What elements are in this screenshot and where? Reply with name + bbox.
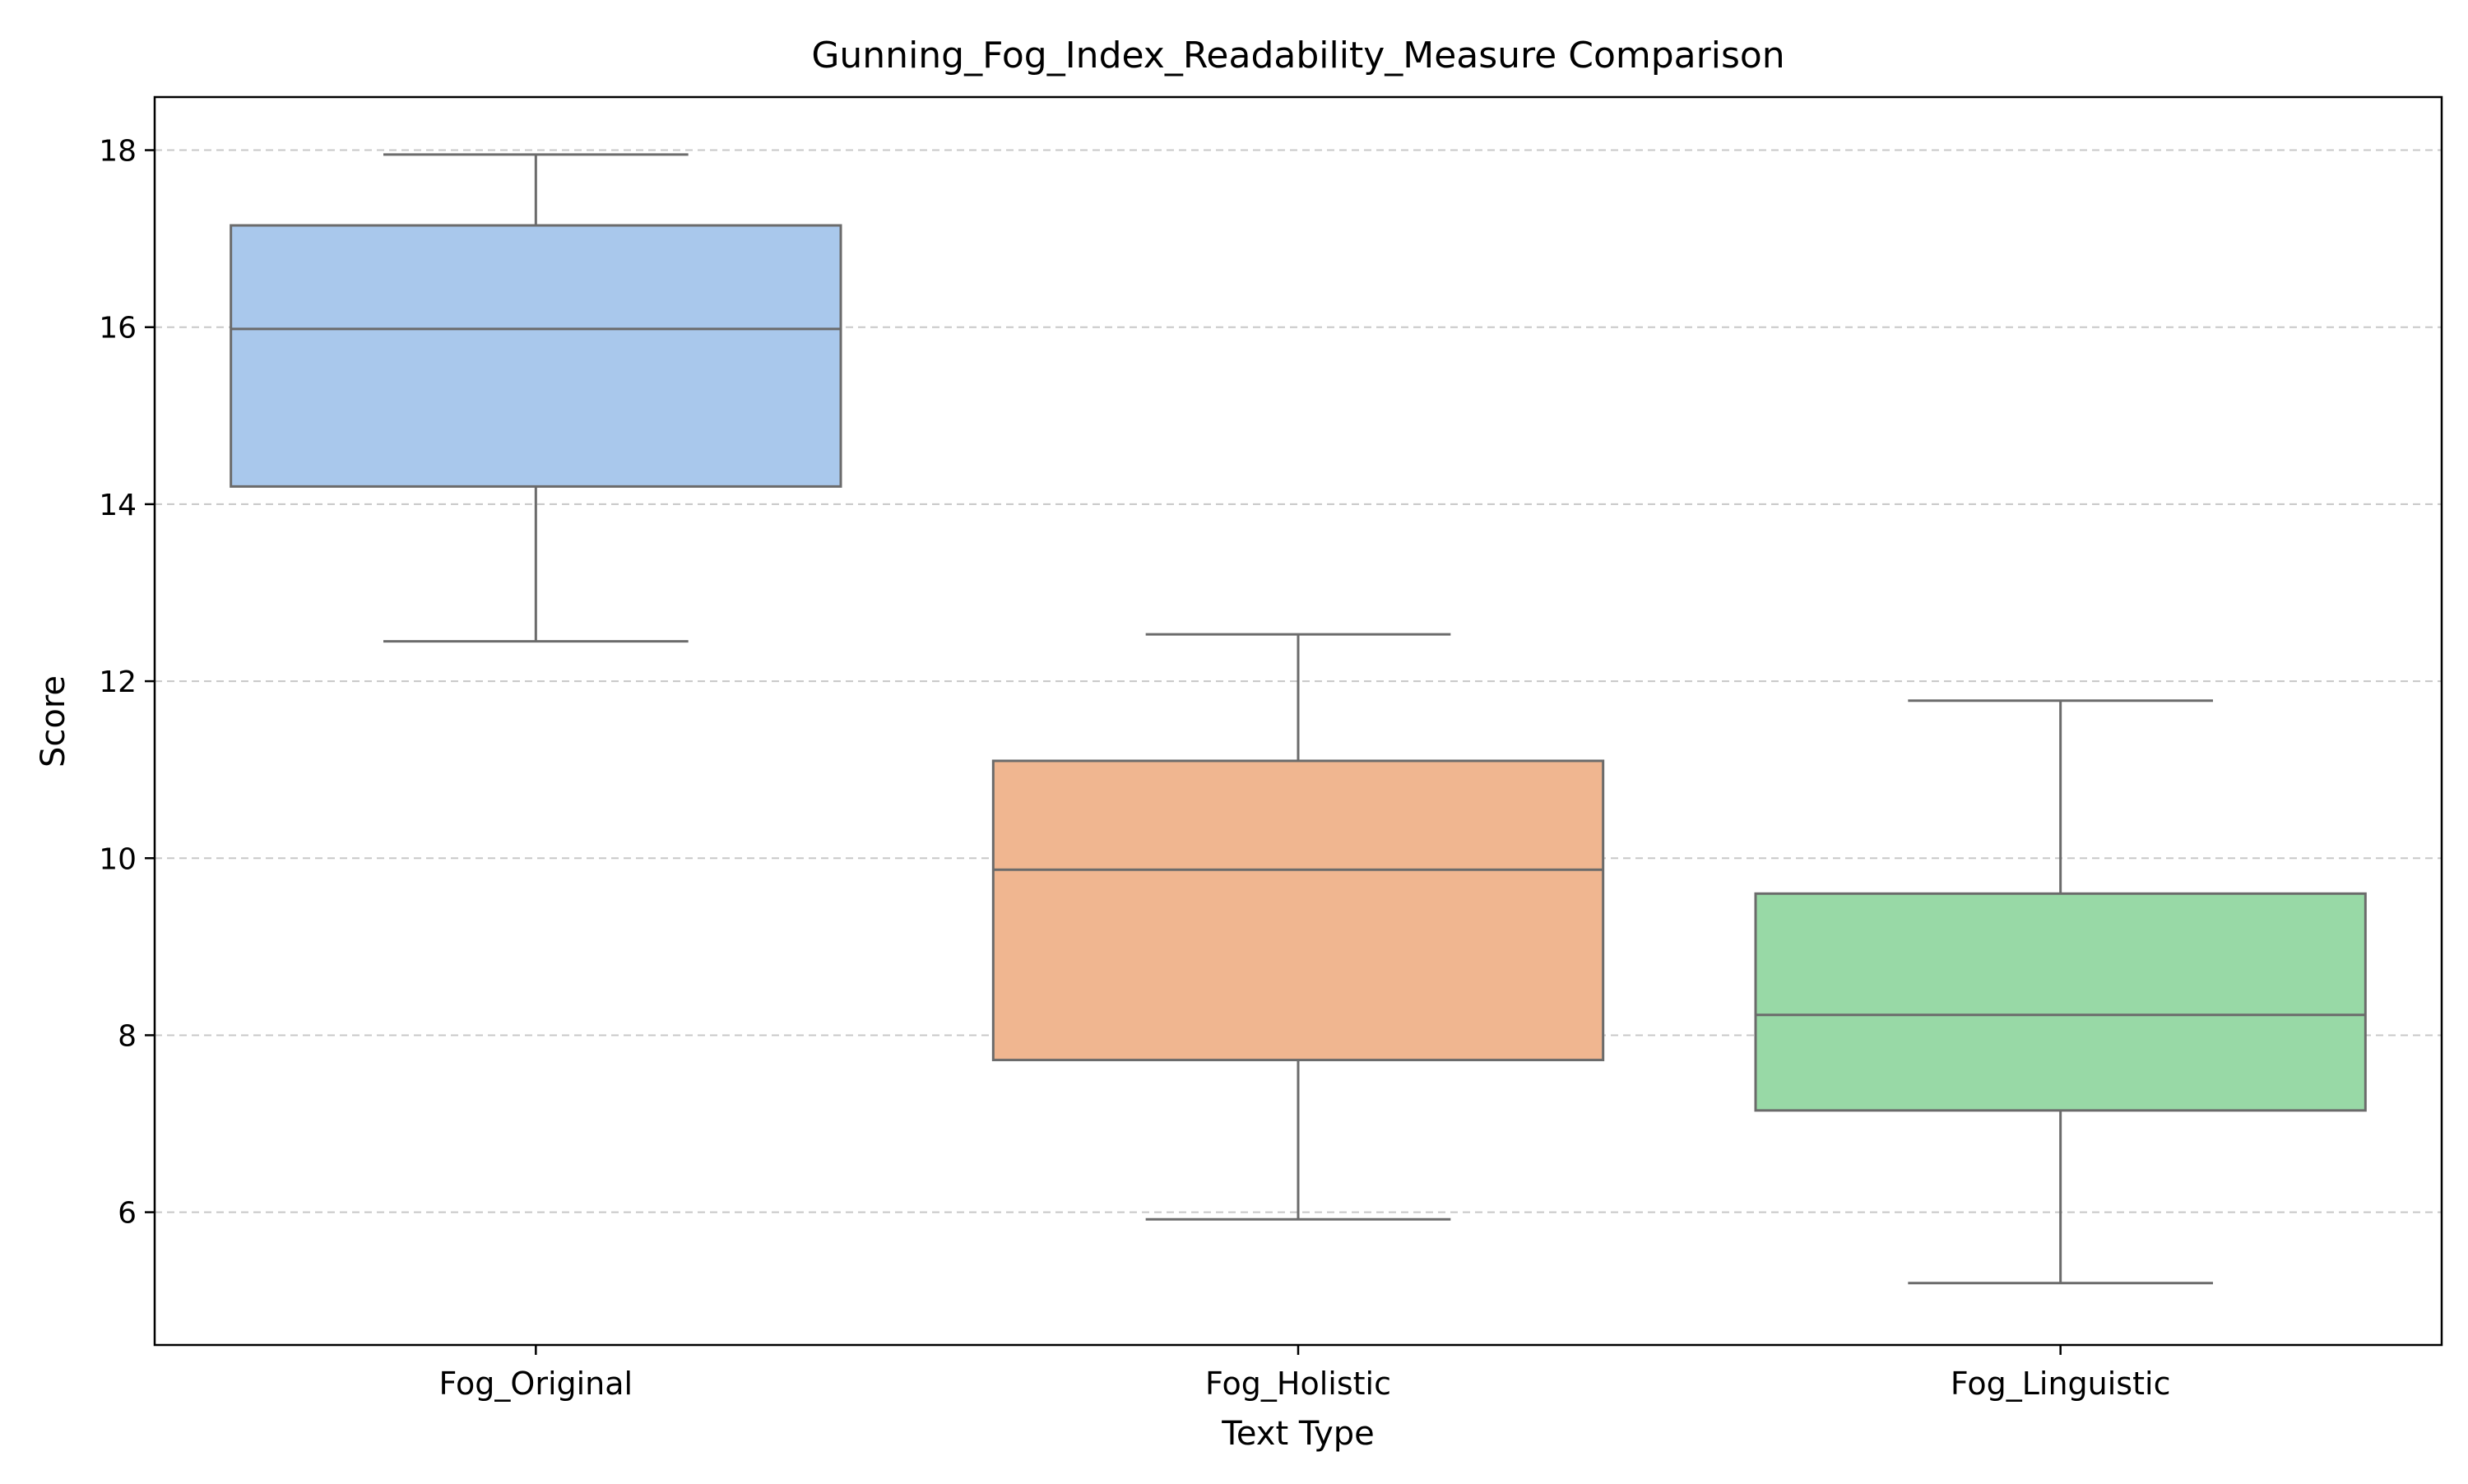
x-tick-label: Fog_Original [439, 1366, 633, 1402]
x-tick-label: Fog_Linguistic [1951, 1366, 2171, 1402]
y-tick-label: 12 [99, 665, 137, 699]
box-Fog_Linguistic [1754, 699, 2367, 1285]
box-Fog_Original [230, 153, 842, 643]
y-axis-label: Score [35, 675, 72, 768]
y-tick-label: 18 [99, 135, 137, 169]
y-tick-label: 8 [118, 1019, 137, 1053]
y-tick-label: 6 [118, 1197, 137, 1231]
boxes [230, 153, 2367, 1285]
y-tick-label: 10 [99, 842, 137, 876]
box-Fog_Holistic [991, 633, 1605, 1221]
x-tick-label: Fog_Holistic [1205, 1366, 1391, 1402]
iqr-box [1754, 892, 2367, 1112]
x-axis-label: Text Type [1221, 1415, 1375, 1453]
y-tick-label: 16 [99, 312, 137, 345]
chart-title: Gunning_Fog_Index_Readability_Measure Co… [811, 35, 1784, 77]
x-axis-ticks: Fog_Original Fog_Holistic Fog_Linguistic [439, 1345, 2171, 1402]
y-axis-ticks: 6 8 10 12 14 16 18 [99, 135, 155, 1231]
y-tick-label: 14 [99, 489, 137, 522]
iqr-box [230, 224, 842, 488]
iqr-box [991, 759, 1605, 1062]
